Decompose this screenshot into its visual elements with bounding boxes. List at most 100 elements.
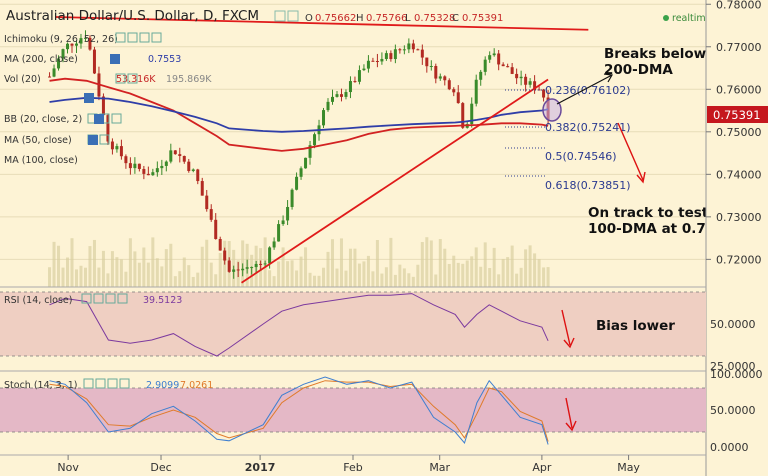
- candle-body: [425, 57, 429, 67]
- ohlc-open-label: O: [305, 13, 313, 24]
- candle-body: [70, 43, 74, 46]
- candle-body: [110, 141, 114, 150]
- time-tick-label: Nov: [57, 461, 79, 474]
- candle-body: [106, 115, 110, 142]
- rsi-value: 39.5123: [143, 295, 182, 306]
- volume-bar: [155, 258, 159, 287]
- candle-body: [488, 55, 492, 60]
- volume-bar: [52, 241, 56, 287]
- realtime-dot-icon: [663, 15, 669, 21]
- volume-bar: [443, 248, 447, 287]
- volume-bar: [97, 267, 101, 287]
- candle-body: [362, 68, 366, 71]
- candle-body: [371, 60, 375, 62]
- candle-body: [259, 263, 263, 265]
- candle-body: [61, 49, 65, 59]
- candle-body: [420, 49, 424, 58]
- candle-body: [48, 76, 52, 78]
- stoch-d-value: 7.0261: [180, 380, 213, 391]
- annotation-track-line2: 100-DMA at 0.7514: [588, 221, 734, 237]
- breakdown-highlight-circle: [542, 98, 562, 122]
- volume-bar: [470, 256, 474, 287]
- volume-bar: [101, 250, 105, 287]
- volume-bar: [164, 249, 168, 287]
- volume-bar: [510, 245, 514, 287]
- candle-body: [443, 76, 447, 81]
- ohlc-low-label: L: [405, 13, 411, 24]
- volume-bar: [546, 267, 550, 287]
- volume-bar: [169, 243, 173, 287]
- volume-bar: [339, 238, 343, 287]
- indicator-ma200-label[interactable]: MA (200, close): [4, 54, 78, 65]
- volume-bar: [92, 239, 96, 287]
- volume-bar: [317, 275, 321, 287]
- candle-body: [92, 49, 96, 74]
- indicator-ichimoku-label[interactable]: Ichimoku (9, 26, 52, 26): [4, 34, 118, 45]
- volume-bar: [299, 256, 303, 287]
- candle-body: [223, 250, 227, 261]
- candle-body: [501, 64, 505, 67]
- candle-body: [160, 165, 164, 169]
- candle-body: [115, 146, 119, 150]
- volume-bar: [115, 257, 119, 287]
- candle-body: [79, 38, 83, 44]
- price-tick-label: 0.74000: [716, 168, 762, 181]
- candle-body: [429, 65, 433, 67]
- volume-bar: [474, 247, 478, 287]
- volume-bar: [214, 274, 218, 287]
- ma100-line: [49, 77, 549, 152]
- candle-body: [83, 37, 87, 39]
- indicator-ma200-value: 0.7553: [148, 54, 181, 65]
- price-tick-label: 0.75000: [716, 126, 762, 139]
- candle-body: [299, 168, 303, 177]
- rising-trendline: [241, 78, 549, 284]
- candle-body: [245, 267, 249, 269]
- indicator-ma100-label[interactable]: MA (100, close): [4, 155, 78, 166]
- arrow-breaks-icon: [556, 73, 613, 105]
- candle-body: [209, 209, 213, 220]
- volume-bar: [416, 264, 420, 287]
- indicator-vol-label[interactable]: Vol (20): [4, 74, 41, 85]
- candle-body: [393, 49, 397, 60]
- indicator-bb-label[interactable]: BB (20, close, 2): [4, 114, 82, 125]
- candle-body: [366, 60, 370, 69]
- candle-body: [322, 110, 326, 126]
- candle-body: [402, 49, 406, 51]
- volume-bar: [74, 269, 78, 287]
- volume-bar: [70, 238, 74, 287]
- annotation-bias: Bias lower: [596, 318, 675, 334]
- volume-bar: [407, 273, 411, 287]
- candle-body: [313, 134, 317, 146]
- candle-body: [438, 76, 442, 79]
- volume-bar: [146, 262, 150, 287]
- resistance-line: [55, 16, 589, 31]
- price-tick-label: 0.73000: [716, 211, 762, 224]
- candle-body: [155, 168, 159, 173]
- candle-body: [492, 53, 496, 56]
- indicator-ma50-label[interactable]: MA (50, close): [4, 135, 72, 146]
- candle-body: [173, 150, 177, 155]
- candle-body: [227, 260, 231, 272]
- volume-bar: [425, 237, 429, 287]
- candle-body: [236, 269, 240, 271]
- rsi-label: RSI (14, close): [4, 295, 72, 306]
- eye-icons[interactable]: [84, 54, 120, 145]
- candle-body: [533, 81, 537, 90]
- price-axis-ticks: 0.78000 0.77000 0.76000 0.75000 0.74000 0.730…: [706, 0, 762, 266]
- volume-bar: [137, 262, 141, 287]
- arrow-stoch-down-icon: [565, 397, 577, 432]
- rsi-settings-icons[interactable]: [81, 293, 128, 304]
- volume-bar: [537, 259, 541, 287]
- header-settings-icons[interactable]: [274, 10, 299, 22]
- volume-bar: [420, 242, 424, 287]
- candle-body: [295, 176, 299, 190]
- candle-body: [411, 43, 415, 50]
- stoch-settings-icons[interactable]: [83, 378, 130, 389]
- candle-body: [268, 247, 272, 264]
- volume-bar: [492, 247, 496, 287]
- realtime-label: realtime: [672, 13, 712, 24]
- last-price-label: 0.75391: [713, 108, 761, 122]
- candle-body: [281, 220, 285, 225]
- volume-bar: [371, 271, 375, 287]
- candle-body: [128, 163, 132, 169]
